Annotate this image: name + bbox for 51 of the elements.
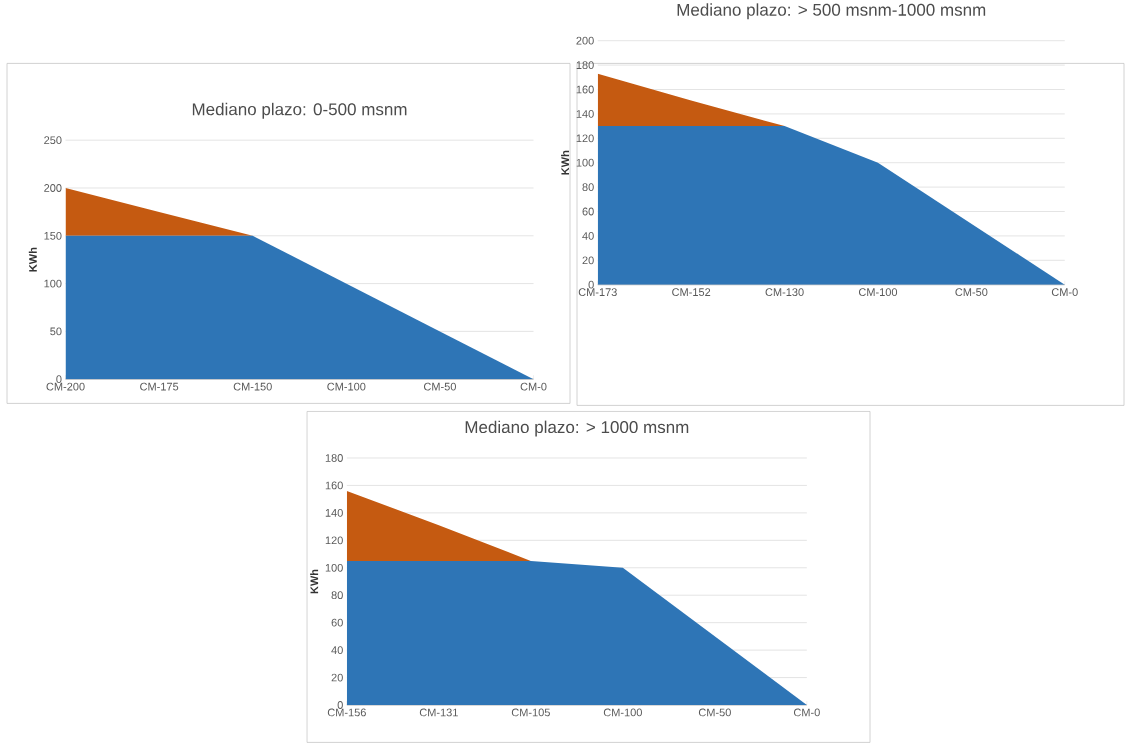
- y-tick-label: 100: [325, 563, 343, 572]
- y-axis-title: KWh: [561, 150, 570, 175]
- x-tick-label: CM-130: [765, 288, 804, 296]
- x-tick-label: CM-152: [672, 288, 711, 296]
- y-tick-label: 120: [576, 134, 594, 142]
- y-axis-title: KWh: [310, 569, 319, 594]
- y-axis-title: KWh: [28, 247, 37, 272]
- y-tick-label: 250: [44, 136, 62, 144]
- x-tick-label: CM-100: [858, 288, 898, 296]
- y-tick-label: 100: [576, 158, 594, 167]
- chart-title: Mediano plazo: 0-500 msnm: [192, 102, 407, 119]
- y-tick-label: 40: [331, 646, 343, 654]
- y-tick-label: 40: [582, 231, 594, 240]
- y-tick-label: 20: [331, 673, 343, 682]
- y-tick-label: 50: [50, 327, 62, 336]
- y-tick-label: 120: [325, 536, 343, 545]
- x-tick-label: CM-100: [327, 382, 366, 391]
- x-tick-label: CM-50: [698, 708, 731, 717]
- x-tick-label: CM-0: [1051, 288, 1078, 296]
- y-tick-label: 140: [576, 109, 594, 118]
- y-tick-label: 140: [325, 508, 343, 517]
- y-tick-label: 0: [56, 375, 62, 383]
- x-tick-label: CM-50: [423, 382, 456, 391]
- x-tick-label: CM-50: [955, 288, 988, 296]
- x-tick-label: CM-175: [140, 382, 179, 391]
- y-tick-label: 0: [588, 280, 594, 289]
- y-tick-label: 180: [576, 61, 594, 69]
- y-tick-label: 60: [582, 207, 594, 216]
- y-tick-label: 60: [331, 618, 343, 627]
- y-tick-label: 160: [325, 481, 343, 490]
- chart-title: Mediano plazo: > 500 msnm-1000 msnm: [677, 3, 986, 19]
- chart-title: Mediano plazo: > 1000 msnm: [465, 420, 689, 437]
- y-tick-label: 80: [582, 183, 594, 191]
- y-tick-label: 100: [44, 279, 62, 288]
- x-tick-label: CM-131: [419, 708, 458, 717]
- y-tick-label: 200: [44, 183, 62, 192]
- y-tick-label: 200: [576, 36, 594, 45]
- x-tick-label: CM-105: [511, 708, 550, 717]
- y-tick-label: 20: [582, 256, 594, 264]
- x-tick-label: CM-156: [327, 708, 366, 717]
- x-tick-label: CM-100: [603, 708, 642, 717]
- y-tick-label: 160: [576, 85, 594, 94]
- y-tick-label: 0: [337, 700, 343, 709]
- x-tick-label: CM-173: [578, 288, 617, 296]
- y-tick-label: 80: [331, 591, 343, 599]
- y-tick-label: 180: [325, 453, 343, 462]
- x-tick-label: CM-0: [520, 382, 547, 391]
- y-tick-label: 150: [44, 231, 62, 240]
- x-tick-label: CM-150: [233, 382, 272, 391]
- x-tick-label: CM-200: [46, 382, 85, 391]
- x-tick-label: CM-0: [793, 708, 820, 717]
